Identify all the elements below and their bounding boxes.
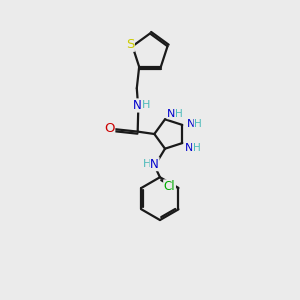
Text: N: N (150, 158, 159, 171)
Text: N: N (133, 99, 142, 112)
Text: N: N (184, 143, 193, 153)
Text: O: O (104, 122, 115, 135)
Text: H: H (143, 159, 152, 169)
Text: H: H (176, 109, 183, 119)
Text: H: H (194, 119, 202, 129)
Text: H: H (193, 143, 200, 153)
Text: H: H (142, 100, 151, 110)
Text: N: N (186, 119, 195, 129)
Text: Cl: Cl (164, 180, 176, 193)
Text: S: S (126, 38, 134, 51)
Text: N: N (167, 109, 176, 119)
